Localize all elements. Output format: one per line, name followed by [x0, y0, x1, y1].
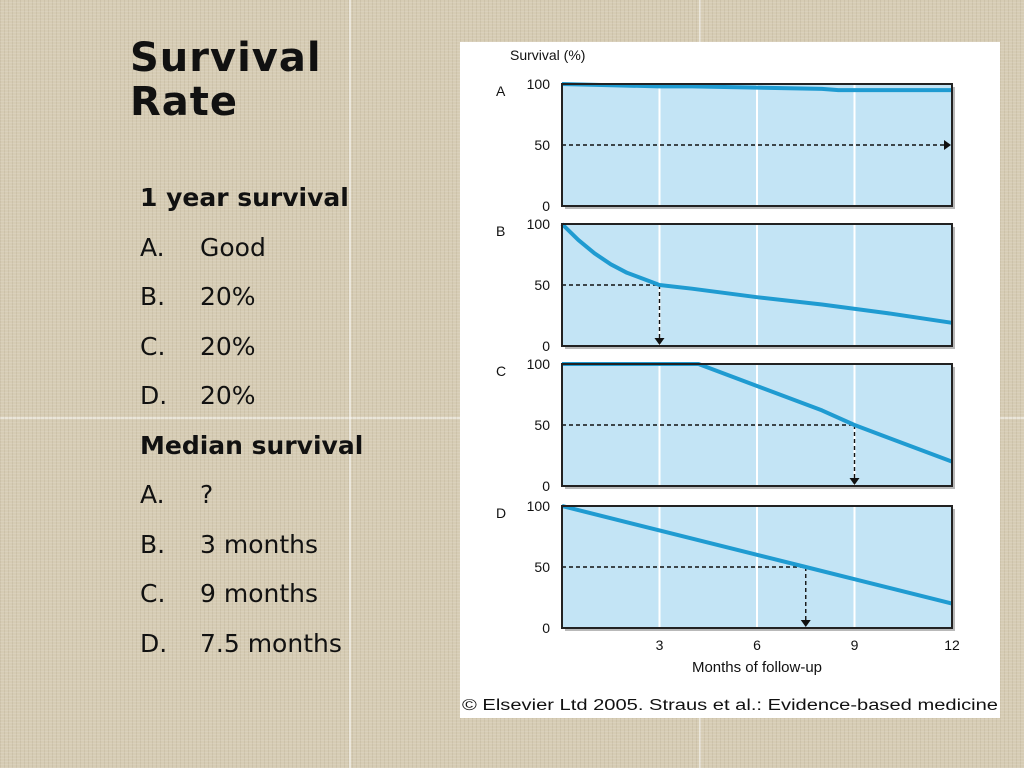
y-tick-label: 100: [527, 498, 551, 514]
list-item: B. 3 months: [140, 525, 440, 575]
slide-title: Survival Rate: [130, 36, 430, 124]
x-tick-label: 3: [656, 637, 664, 653]
survival-curve: [561, 504, 953, 606]
list-item-letter: C.: [140, 579, 166, 608]
list-item-text: 20%: [200, 282, 256, 311]
arrow-down-icon: [800, 620, 811, 627]
x-axis-label: Months of follow-up: [692, 659, 822, 676]
y-tick-label: 50: [534, 417, 550, 433]
y-tick-label: 50: [534, 277, 550, 293]
y-tick-label: 0: [542, 478, 550, 494]
y-tick-label: 100: [527, 356, 551, 372]
list-heading-text: 1 year survival: [140, 183, 349, 212]
panel-letter: D: [496, 505, 506, 521]
y-tick-label: 0: [542, 620, 550, 636]
plot-border: [561, 505, 953, 629]
panel-letter: B: [496, 223, 505, 239]
x-tick-label: 9: [851, 637, 859, 653]
slide-title-line-2: Rate: [130, 79, 239, 125]
list-heading: Median survival: [140, 426, 440, 476]
answer-list: 1 year survival A. Good B. 20% C. 20% D. 20% Medi…: [140, 178, 440, 673]
list-item-text: 9 months: [200, 579, 319, 608]
survival-curve: [561, 82, 952, 93]
survival-chart: Survival (%) A 0 50 100 B 0 50 100 C 0 50 100 D 0 50 100…: [462, 47, 998, 714]
list-item-letter: A.: [140, 232, 165, 262]
list-item-letter: B.: [140, 282, 166, 311]
copyright-credit: © Elsevier Ltd 2005. Straus et al.: Evid…: [462, 697, 998, 714]
list-item: D. 7.5 months: [140, 624, 440, 674]
list-item: C. 9 months: [140, 574, 440, 624]
list-heading: 1 year survival: [140, 178, 440, 228]
list-item-text: 20%: [200, 381, 256, 410]
y-tick-label: 0: [542, 198, 550, 214]
plot-border: [561, 223, 953, 347]
list-item-letter: D.: [140, 381, 168, 410]
y-tick-label: 0: [542, 338, 550, 354]
panel-letter: A: [496, 83, 506, 99]
plot-border: [561, 363, 953, 487]
y-axis-label: Survival (%): [510, 47, 585, 63]
x-tick-label: 12: [944, 637, 960, 653]
list-item-letter: B.: [140, 529, 166, 559]
list-item-text: Good: [200, 232, 266, 262]
survival-figure: Survival (%) A 0 50 100 B 0 50 100 C 0 50 100 D 0 50 100…: [460, 42, 1000, 718]
y-tick-label: 50: [534, 559, 550, 575]
survival-curve: [560, 222, 953, 325]
arrow-down-icon: [849, 478, 860, 485]
list-item-text: ?: [200, 480, 214, 509]
list-item: D. 20%: [140, 376, 440, 426]
y-tick-label: 100: [527, 76, 551, 92]
plot-border: [561, 83, 953, 207]
list-item-letter: C.: [140, 331, 166, 361]
y-tick-label: 50: [534, 137, 550, 153]
x-tick-label: 6: [753, 637, 761, 653]
y-tick-label: 100: [527, 216, 551, 232]
arrow-down-icon: [654, 338, 665, 345]
list-item-letter: A.: [140, 480, 165, 509]
list-item-text: 20%: [200, 331, 256, 361]
list-heading-text: Median survival: [140, 430, 364, 460]
list-item: A. Good: [140, 228, 440, 278]
list-item-text: 3 months: [200, 529, 319, 559]
slide-title-line-1: Survival: [130, 35, 322, 81]
arrow-right-icon: [944, 140, 951, 150]
list-item: A.?: [140, 475, 440, 525]
panel-letter: C: [496, 363, 506, 379]
list-item-text: 7.5 months: [200, 628, 342, 658]
list-item: C. 20%: [140, 327, 440, 377]
list-item-letter: D.: [140, 628, 168, 658]
list-item: B. 20%: [140, 277, 440, 327]
